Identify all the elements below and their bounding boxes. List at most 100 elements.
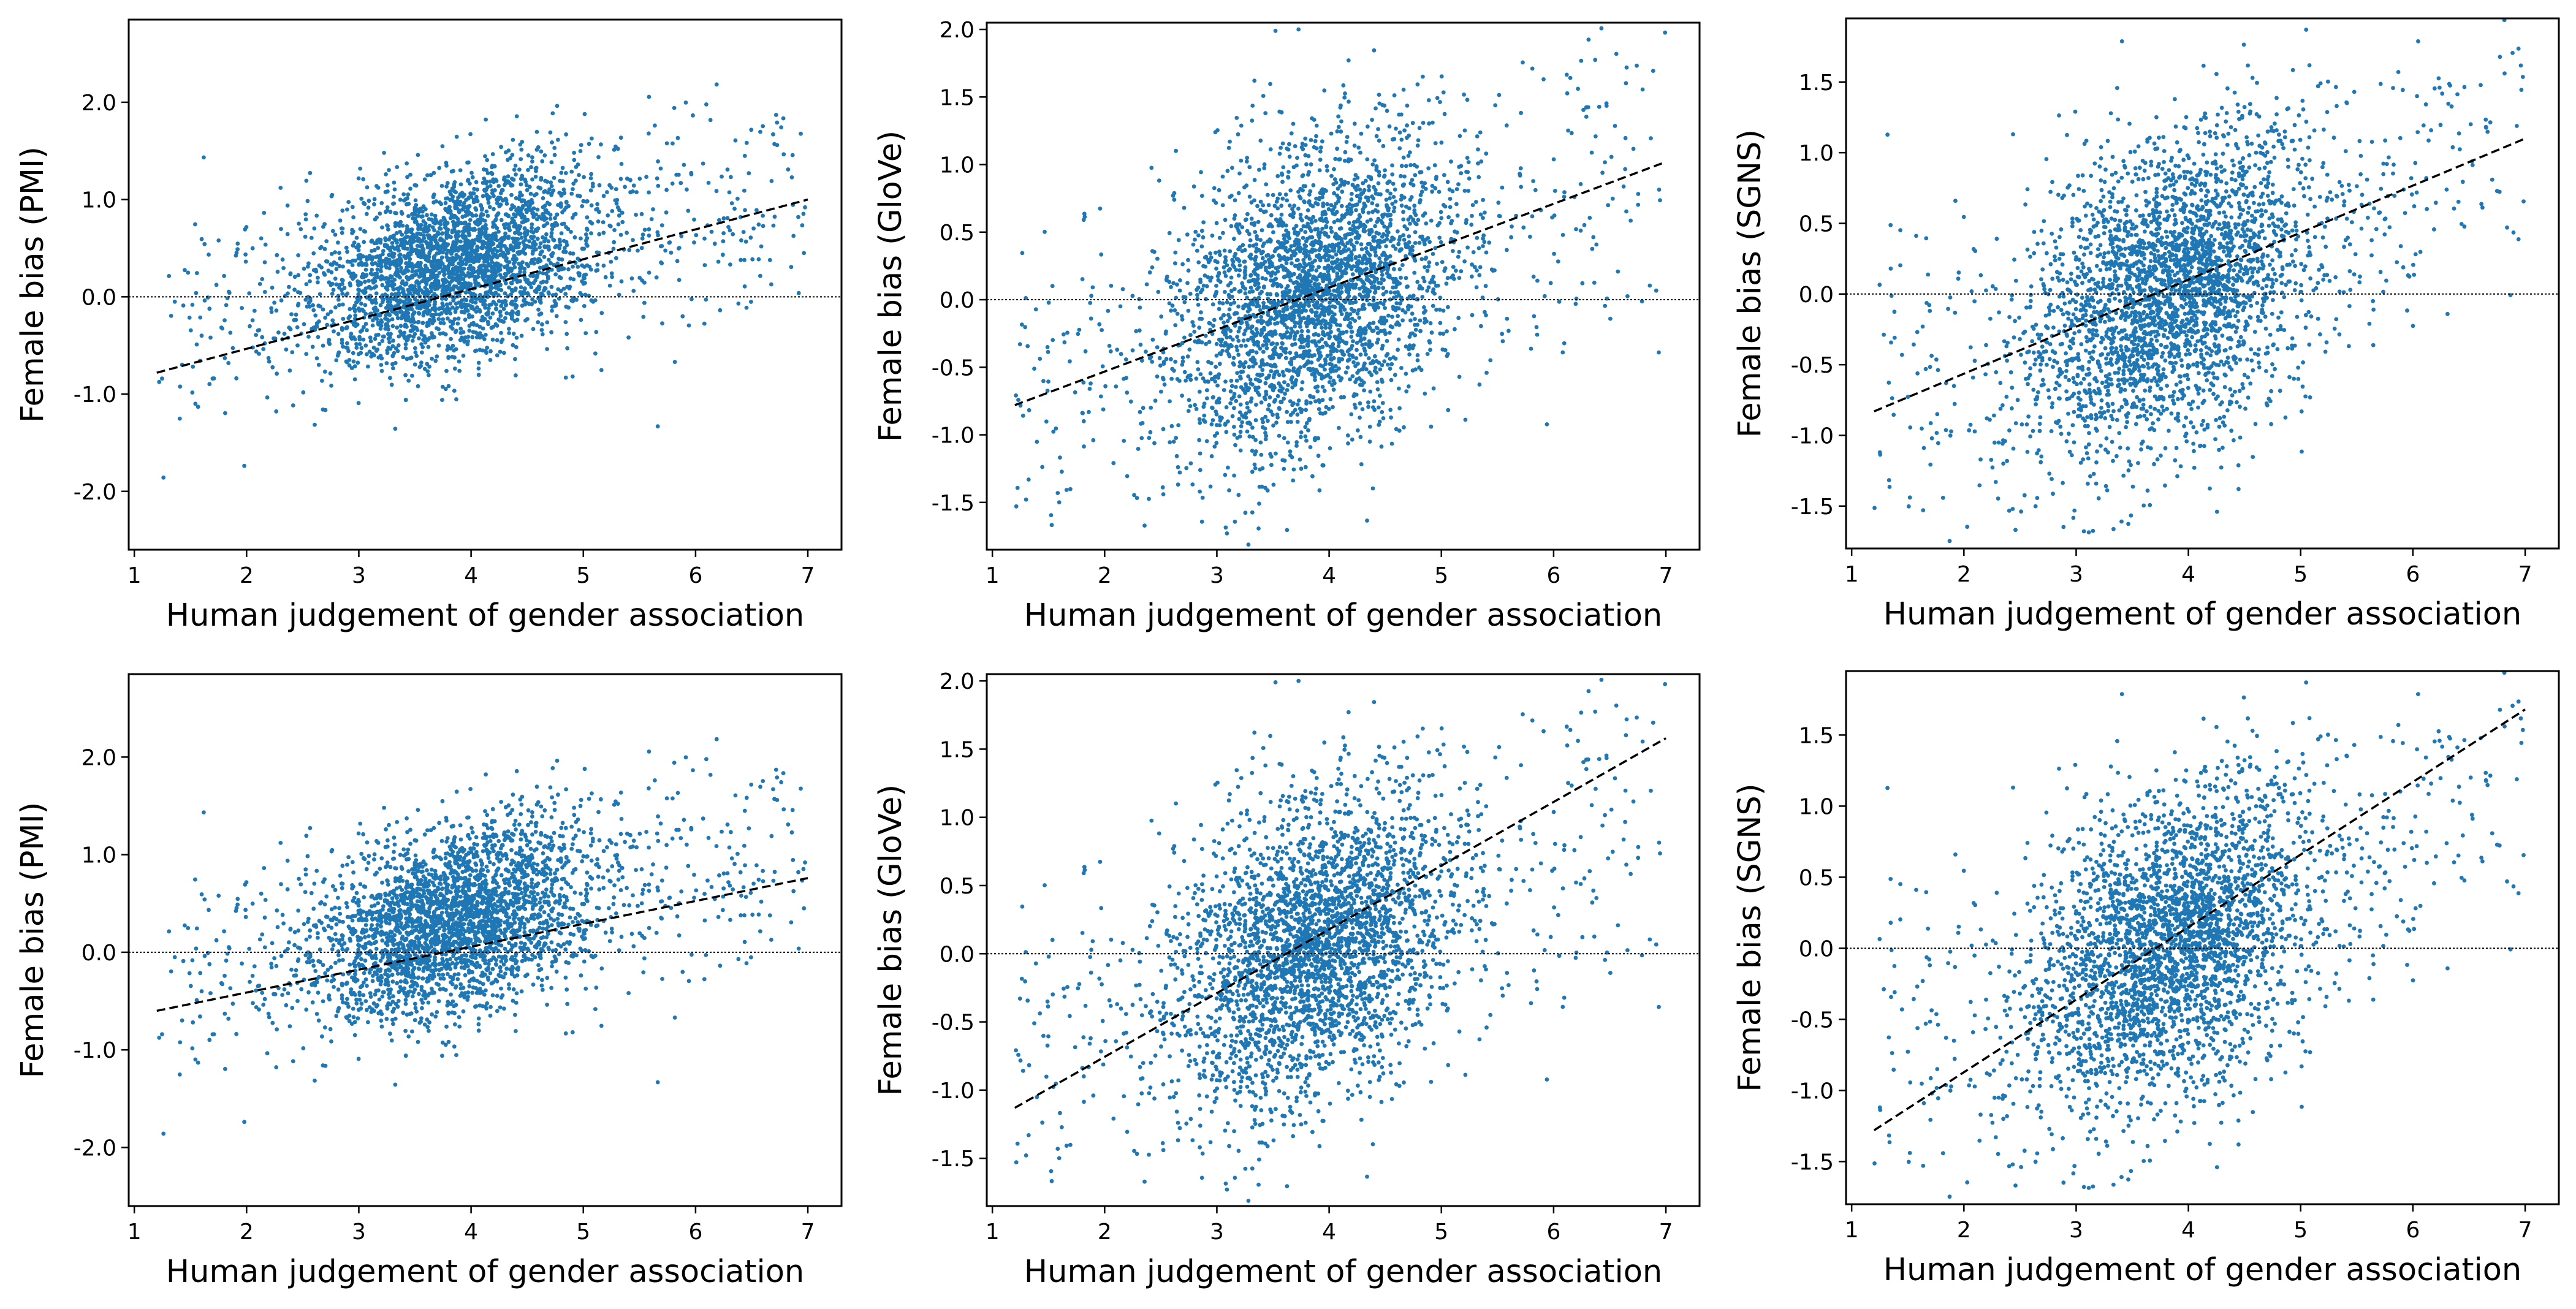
data-point bbox=[486, 262, 491, 267]
data-point bbox=[423, 264, 428, 268]
data-point bbox=[1276, 300, 1281, 305]
y-tick-label: -1.0 bbox=[74, 382, 116, 408]
data-point bbox=[1268, 147, 1273, 152]
data-point bbox=[1054, 426, 1058, 431]
data-point bbox=[531, 241, 536, 246]
data-point bbox=[1351, 224, 1356, 228]
data-point bbox=[393, 361, 398, 365]
data-point bbox=[1228, 401, 1233, 406]
data-point bbox=[1194, 406, 1199, 411]
data-point bbox=[375, 347, 380, 352]
data-point bbox=[1337, 340, 1342, 345]
data-point bbox=[1435, 262, 1439, 266]
data-point bbox=[1535, 332, 1540, 337]
data-point bbox=[1187, 398, 1191, 403]
data-point bbox=[1401, 217, 1406, 222]
data-point bbox=[790, 153, 795, 157]
data-point bbox=[401, 198, 406, 203]
data-point bbox=[694, 233, 699, 238]
data-point bbox=[675, 135, 680, 140]
data-point bbox=[754, 208, 759, 213]
data-point bbox=[1223, 255, 1228, 259]
data-point bbox=[1211, 324, 1215, 328]
data-point bbox=[1245, 295, 1249, 300]
data-point bbox=[304, 178, 309, 183]
data-point bbox=[1155, 256, 1160, 261]
data-point bbox=[329, 309, 333, 314]
data-point bbox=[257, 282, 262, 286]
data-point bbox=[614, 201, 619, 206]
data-point bbox=[340, 208, 345, 213]
data-point bbox=[1457, 164, 1462, 169]
data-point bbox=[447, 205, 452, 210]
data-point bbox=[367, 284, 371, 289]
data-point bbox=[409, 324, 414, 328]
data-point bbox=[541, 279, 545, 284]
data-point bbox=[1422, 305, 1426, 309]
data-point bbox=[477, 230, 482, 235]
data-point bbox=[475, 188, 479, 192]
data-point bbox=[617, 292, 621, 297]
data-point bbox=[501, 236, 506, 240]
data-point bbox=[474, 348, 479, 353]
data-point bbox=[526, 168, 530, 172]
data-point bbox=[181, 303, 186, 308]
data-point bbox=[340, 291, 345, 296]
data-point bbox=[1188, 333, 1193, 338]
data-point bbox=[458, 267, 463, 271]
data-point bbox=[1421, 74, 1425, 79]
data-point bbox=[285, 232, 290, 237]
data-point bbox=[1277, 258, 1282, 262]
data-point bbox=[489, 290, 493, 295]
data-point bbox=[1017, 342, 1022, 346]
data-point bbox=[1316, 282, 1321, 287]
data-point bbox=[1427, 260, 1432, 265]
data-point bbox=[1291, 401, 1296, 406]
data-point bbox=[1310, 339, 1315, 344]
data-point bbox=[488, 284, 493, 289]
data-point bbox=[385, 294, 390, 298]
data-point bbox=[447, 233, 451, 238]
data-point bbox=[577, 173, 581, 177]
data-point bbox=[1329, 131, 1334, 136]
data-point bbox=[1252, 222, 1256, 227]
data-point bbox=[1213, 251, 1218, 255]
data-point bbox=[1429, 424, 1434, 429]
data-point bbox=[1177, 470, 1182, 475]
data-point bbox=[1287, 236, 1292, 241]
data-point bbox=[1295, 419, 1300, 424]
data-point bbox=[1469, 222, 1474, 227]
data-point bbox=[309, 235, 314, 240]
data-point bbox=[1401, 210, 1405, 214]
data-point bbox=[462, 192, 466, 197]
data-point bbox=[612, 148, 617, 152]
data-point bbox=[429, 212, 434, 217]
data-point bbox=[545, 221, 550, 226]
data-point bbox=[1320, 325, 1324, 330]
data-point bbox=[1098, 207, 1103, 211]
data-point bbox=[513, 298, 518, 303]
data-point bbox=[708, 118, 713, 123]
data-point bbox=[487, 303, 492, 308]
data-point bbox=[470, 314, 474, 319]
data-point bbox=[439, 255, 444, 260]
data-point bbox=[287, 284, 291, 289]
data-point bbox=[403, 346, 408, 351]
data-point bbox=[610, 275, 614, 279]
data-point bbox=[359, 196, 364, 201]
data-point bbox=[742, 284, 747, 289]
data-point bbox=[491, 300, 496, 305]
data-point bbox=[1313, 310, 1318, 315]
data-point bbox=[742, 257, 747, 262]
data-point bbox=[1332, 177, 1337, 181]
data-point bbox=[398, 259, 403, 264]
data-point bbox=[511, 137, 515, 142]
data-point bbox=[523, 318, 528, 323]
data-point bbox=[348, 306, 352, 311]
data-point bbox=[655, 176, 659, 181]
data-point bbox=[411, 216, 415, 221]
data-point bbox=[1223, 273, 1228, 278]
data-point bbox=[1236, 191, 1241, 195]
data-point bbox=[533, 175, 538, 179]
data-point bbox=[389, 279, 394, 284]
